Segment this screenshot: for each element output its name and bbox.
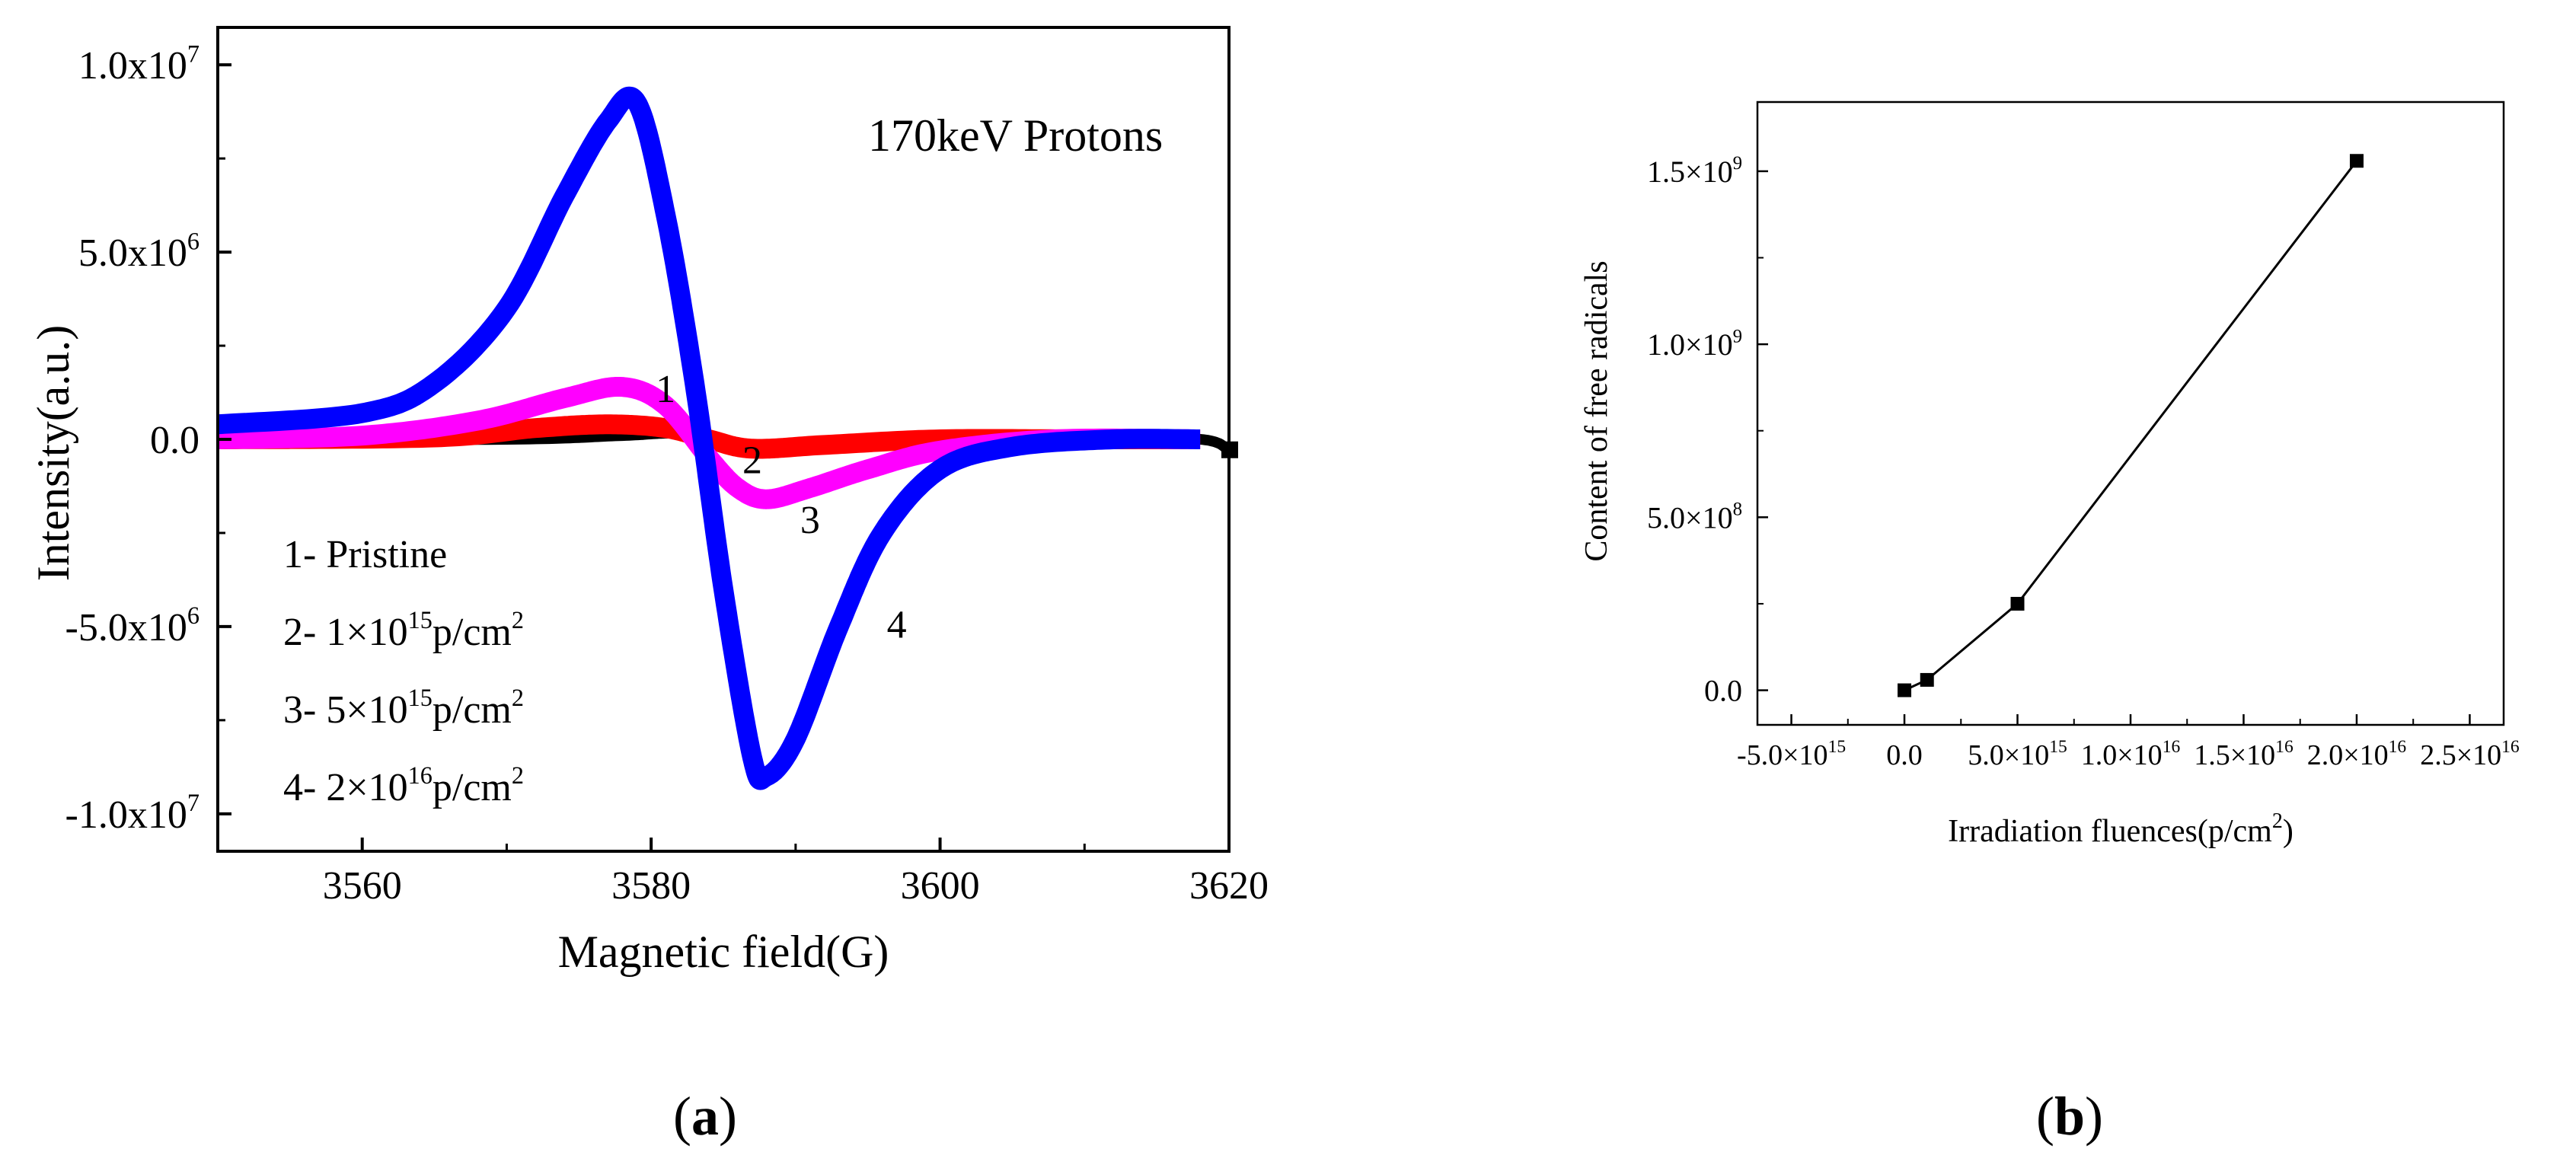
panel-b-data-point	[2010, 596, 2025, 611]
panel-b-series-group	[1898, 154, 2364, 697]
y-tick-label: 1.5×109	[1647, 153, 1742, 189]
x-tick-label: 5.0×1015	[1968, 737, 2067, 771]
y-tick-label: 1.0×109	[1647, 326, 1742, 362]
legend-item-1: 1- Pristine	[283, 533, 447, 576]
x-tick-label: 3620	[1189, 864, 1269, 908]
y-tick-label: 5.0×108	[1647, 499, 1742, 535]
y-tick-label: 5.0x106	[78, 227, 200, 275]
panel-b-plot-frame	[1756, 101, 2505, 726]
y-tick-label: 0.0	[150, 419, 200, 462]
x-tick-label: 3580	[611, 864, 691, 908]
panel-b-data-point	[1920, 672, 1934, 687]
x-tick-label: 1.5×1016	[2194, 737, 2294, 771]
x-tick-label: 2.5×1016	[2420, 737, 2520, 771]
x-tick-label: 0.0	[1886, 739, 1923, 771]
panel-a-chart: 3560 3580 3600 3620 1.0x107 5.0x106 0.0 -5.0x10…	[28, 26, 1269, 1147]
x-tick-label: -5.0×1015	[1737, 737, 1846, 771]
panel-b-data-point	[2349, 154, 2364, 168]
x-tick-label: 3560	[323, 864, 402, 908]
panel-b-data-point	[1898, 683, 1912, 697]
curve-label-3: 3	[800, 499, 820, 542]
panel-a-legend: 1- Pristine 2- 1×1015p/cm2 3- 5×1015p/cm2 4…	[283, 533, 524, 809]
panel-b-ticks: -5.0×1015 0.0 5.0×1015 1.0×1016 1.5×1016 2.0×…	[1647, 153, 2520, 771]
x-tick-label: 1.0×1016	[2081, 737, 2181, 771]
y-tick-label: 0.0	[1704, 674, 1742, 708]
panel-a-label: (a)	[673, 1086, 737, 1147]
panel-a-x-axis-label: Magnetic field(G)	[558, 927, 889, 977]
curve-label-4: 4	[887, 604, 907, 647]
legend-item-4: 4- 2×1016p/cm2	[283, 761, 524, 809]
panel-b-x-axis-label: Irradiation fluences(p/cm2)	[1948, 809, 2294, 849]
series-4-line	[218, 86, 1208, 790]
curve-label-2: 2	[742, 439, 762, 482]
y-tick-label: -1.0x107	[65, 789, 200, 837]
panel-b-chart: -5.0×1015 0.0 5.0×1015 1.0×1016 1.5×1016 2.0×…	[1579, 101, 2520, 1147]
panel-a-y-axis-label: Intensity(a.u.)	[28, 325, 78, 582]
panel-a-series-group	[218, 86, 1238, 790]
x-tick-label: 3600	[901, 864, 980, 908]
x-tick-label: 2.0×1016	[2307, 737, 2407, 771]
panel-a-curve-labels: 1 23 4	[656, 368, 907, 647]
legend-item-2: 2- 1×1015p/cm2	[283, 606, 524, 654]
y-tick-label: 1.0x107	[78, 40, 200, 88]
panel-b-y-axis-label: Content of free radicals	[1579, 260, 1614, 561]
curve-label-1: 1	[656, 368, 675, 411]
panel-b-series-line	[1904, 160, 2358, 691]
series-3-line	[218, 377, 1207, 509]
legend-item-3: 3- 5×1015p/cm2	[283, 684, 524, 732]
y-tick-label: -5.0x106	[65, 602, 200, 649]
panel-a-ticks: 3560 3580 3600 3620 1.0x107 5.0x106 0.0 -5.0x10…	[65, 40, 1269, 908]
panel-b-label: (b)	[2036, 1086, 2103, 1147]
panel-a-title: 170keV Protons	[868, 110, 1163, 161]
